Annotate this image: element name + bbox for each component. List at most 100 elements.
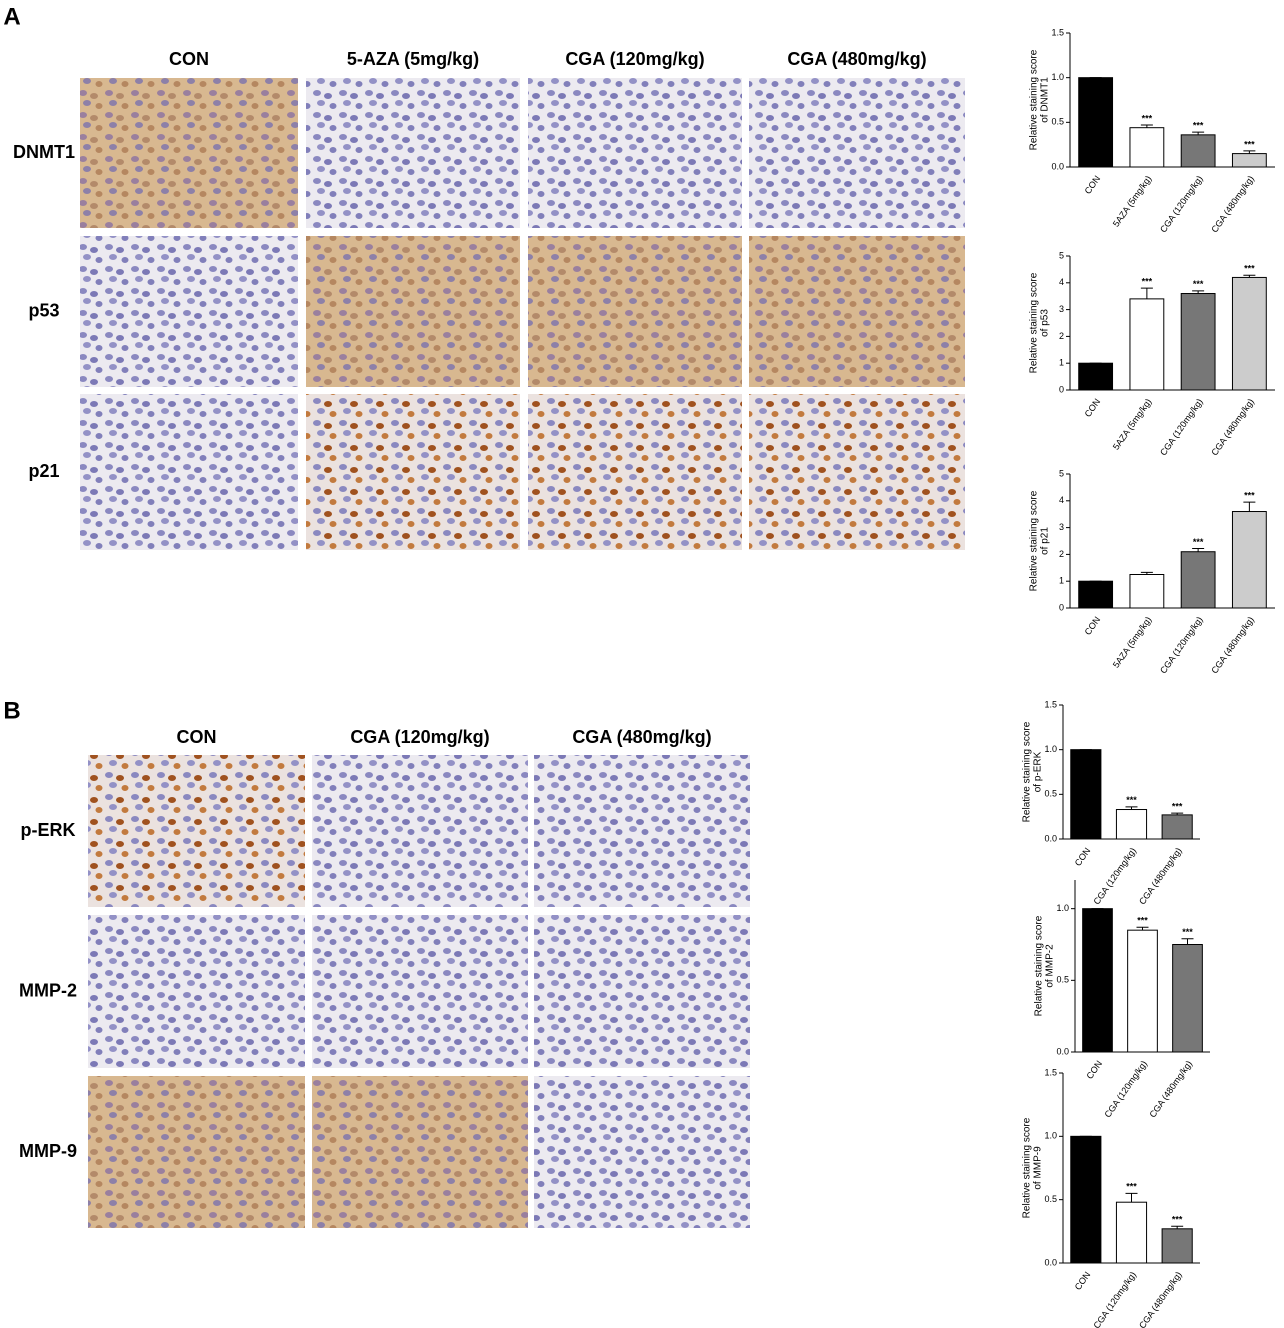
y-tick-label: 5 [1059,468,1064,478]
bar [1127,929,1158,1053]
y-tick-label: 1 [1059,358,1064,368]
bar [1129,127,1165,168]
x-tick-label: CGA (480mg/kg) [1209,174,1256,235]
significance: *** [1193,279,1204,289]
panel-letter: A [3,3,20,30]
y-tick-label: 4 [1059,277,1064,287]
y-tick-label: 0.5 [1044,1194,1057,1204]
y-tick-label: 1.5 [1051,27,1064,37]
bar [1180,293,1216,391]
y-tick-label: 0.0 [1051,161,1064,171]
ihc-image [88,915,305,1068]
x-tick-label: CGA (120mg/kg) [1091,846,1138,907]
error-bar [1192,548,1205,552]
significance: *** [1126,795,1137,805]
significance: *** [1142,113,1153,123]
significance: *** [1244,139,1255,149]
significance: *** [1142,277,1153,287]
x-tick-label: 5AZA (5mg/kg) [1111,397,1154,452]
ihc-image [534,915,750,1068]
y-tick-label: 0 [1059,602,1064,612]
x-tick-label: CON [1083,397,1103,419]
bar [1082,908,1113,1053]
ihc-image [534,1076,750,1228]
x-tick-label: CGA (480mg/kg) [1209,397,1256,458]
bar [1129,298,1165,391]
bar [1078,580,1114,609]
x-tick-label: CGA (480mg/kg) [1137,1270,1184,1328]
error-bar [1243,274,1256,278]
y-tick-label: 0.5 [1051,117,1064,127]
y-axis-label: of p53 [1040,309,1051,337]
y-tick-label: 4 [1059,495,1064,505]
bar [1231,276,1267,391]
significance: *** [1172,801,1183,811]
x-tick-label: CGA (480mg/kg) [1137,846,1184,907]
ihc-image [312,1076,528,1228]
y-tick-label: 0 [1059,384,1064,394]
row-label: DNMT1 [13,142,75,162]
bar [1070,1135,1102,1264]
ihc-image [80,236,298,387]
ihc-image [312,915,528,1068]
bar [1180,551,1216,609]
x-tick-label: CGA (120mg/kg) [1091,1270,1138,1328]
column-header: 5-AZA (5mg/kg) [347,49,479,69]
significance: *** [1244,264,1255,274]
bar [1115,809,1148,840]
row-label: MMP-2 [19,980,77,1000]
ihc-image [749,78,965,228]
x-tick-label: CON [1084,1059,1104,1081]
panel-letter: B [3,697,20,724]
y-tick-label: 2 [1059,549,1064,559]
y-axis-label: Relative staining score [1029,49,1040,150]
significance: *** [1182,927,1193,937]
x-tick-label: CGA (120mg/kg) [1102,1059,1149,1120]
column-header: CON [169,49,209,69]
x-tick-label: CGA (480mg/kg) [1147,1059,1194,1120]
row-label: p-ERK [21,820,76,840]
y-tick-label: 3 [1059,304,1064,314]
y-tick-label: 1.0 [1044,1131,1057,1141]
column-header: CON [177,727,217,747]
ihc-image [88,1076,305,1228]
y-axis-label: of MMP-2 [1045,944,1056,988]
bar [1078,362,1114,391]
x-tick-label: 5AZA (5mg/kg) [1111,174,1154,229]
row-label: p53 [28,300,59,320]
significance: *** [1193,537,1204,547]
bar [1231,511,1267,609]
bar [1231,153,1267,168]
x-tick-label: 5AZA (5mg/kg) [1111,615,1154,670]
error-bar [1192,290,1205,294]
y-tick-label: 1.0 [1056,903,1069,913]
y-axis-label: Relative staining score [1034,915,1045,1016]
significance: *** [1244,491,1255,501]
bar [1172,944,1203,1053]
error-bar [1140,124,1153,128]
error-bar [1125,1192,1138,1203]
x-tick-label: CGA (120mg/kg) [1158,397,1205,458]
y-axis-label: Relative staining score [1022,1117,1033,1218]
row-label: MMP-9 [19,1141,77,1161]
y-tick-label: 1.0 [1044,744,1057,754]
ihc-image [528,236,742,387]
y-tick-label: 0.5 [1056,975,1069,985]
bar [1070,749,1102,840]
significance: *** [1172,1215,1183,1225]
column-header: CGA (120mg/kg) [350,727,489,747]
y-tick-label: 0.5 [1044,789,1057,799]
x-tick-label: CON [1083,174,1103,196]
y-tick-label: 1.5 [1044,699,1057,709]
ihc-image [306,394,520,550]
x-tick-label: CON [1073,846,1093,868]
y-tick-label: 0.0 [1056,1046,1069,1056]
x-tick-label: CON [1083,615,1103,637]
y-axis-label: of MMP-9 [1033,1146,1044,1190]
ihc-image [80,78,298,228]
y-tick-label: 1 [1059,576,1064,586]
bar [1129,574,1165,609]
error-bar [1243,501,1256,512]
ihc-image [306,236,520,387]
